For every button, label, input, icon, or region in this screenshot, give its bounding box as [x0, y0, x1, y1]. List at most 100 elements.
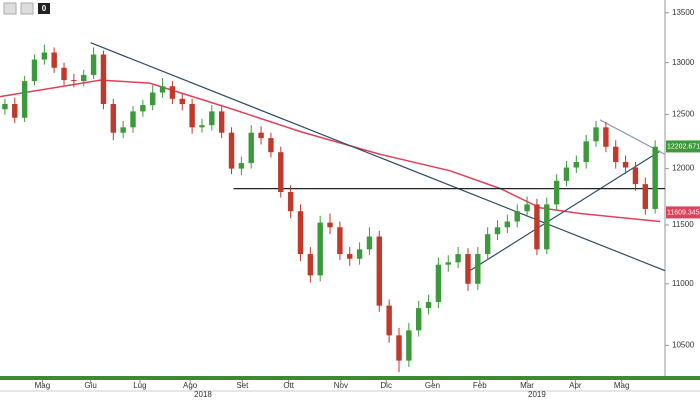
candle-body	[573, 162, 580, 168]
y-tick-label: 11500	[672, 220, 694, 229]
candle-body	[51, 52, 57, 68]
candle-body	[347, 254, 353, 259]
candle-body	[356, 249, 363, 259]
candle-body	[386, 305, 392, 336]
candle-body	[475, 254, 481, 284]
trendline	[469, 150, 661, 272]
candle-body	[415, 308, 422, 331]
candle-body	[366, 236, 373, 250]
candle-body	[209, 111, 215, 126]
badge-text: 0	[42, 4, 47, 13]
candle-body	[435, 264, 442, 302]
last-price-label-box	[666, 140, 700, 153]
candle-body	[337, 227, 343, 255]
x-tick-label: Mag	[35, 381, 51, 390]
x-tick-label: Gen	[425, 381, 440, 390]
y-tick-label: 13000	[672, 58, 695, 67]
candle-body	[445, 262, 451, 265]
candle-body	[228, 132, 235, 169]
candle-body	[652, 146, 658, 209]
candle-body	[613, 146, 619, 163]
candle-body	[484, 234, 491, 255]
x-tick-label: Ago	[183, 381, 198, 390]
candle-body	[159, 86, 166, 93]
candle-body	[218, 111, 225, 133]
ma-last-label-box	[666, 206, 700, 219]
candle-body	[534, 204, 540, 250]
x-tick-label: Nov	[334, 381, 348, 390]
candle-body	[563, 167, 570, 181]
x-tick-label: Mag	[614, 381, 630, 390]
x-axis-band	[0, 376, 700, 380]
candle-body	[406, 330, 412, 361]
x-tick-label: Feb	[473, 381, 487, 390]
candle-body	[189, 104, 195, 128]
year-label: 2018	[194, 390, 212, 399]
x-tick-label: Apr	[569, 381, 582, 390]
candle-body	[268, 138, 274, 153]
tool-icon[interactable]	[3, 2, 17, 15]
candle-body	[199, 125, 205, 128]
candle-body	[287, 191, 294, 212]
y-tick-label: 13500	[672, 8, 695, 17]
x-tick-label: Mar	[520, 381, 534, 390]
candle-body	[21, 81, 28, 118]
candle-body	[593, 127, 599, 142]
candle-body	[396, 335, 402, 361]
x-tick-label: Set	[236, 381, 249, 390]
candle-body	[258, 132, 264, 139]
y-tick-label: 10500	[672, 340, 695, 349]
candle-body	[12, 104, 18, 118]
candle-body	[327, 222, 333, 228]
candle-body	[465, 254, 471, 284]
candle-body	[110, 104, 117, 133]
candle-body	[278, 152, 284, 192]
candle-body	[140, 105, 146, 112]
candle-body	[642, 184, 649, 209]
tool-badge[interactable]	[38, 3, 50, 14]
x-tick-label: Lug	[133, 381, 146, 390]
candle-body	[524, 204, 530, 212]
candle-body	[317, 222, 323, 276]
candle-body	[248, 132, 254, 164]
candle-body	[553, 180, 560, 205]
candle-body	[455, 254, 461, 263]
candle-body	[100, 54, 107, 105]
candle-body	[71, 80, 77, 82]
ma-last-label: 11609.3453	[667, 209, 700, 216]
candle-body	[169, 86, 176, 99]
candle-body	[238, 163, 245, 169]
candle-body	[583, 141, 589, 163]
y-tick-label: 12500	[672, 110, 695, 119]
candle-body	[81, 74, 87, 82]
x-tick-label: Dic	[380, 381, 392, 390]
candle-body	[90, 54, 97, 75]
candle-body	[514, 211, 520, 222]
candle-body	[61, 67, 67, 81]
year-label: 2019	[528, 390, 546, 399]
candle-body	[2, 104, 8, 110]
candle-body	[41, 52, 48, 60]
tool-icon[interactable]	[20, 2, 34, 15]
candle-body	[307, 254, 314, 276]
x-tick-label: Giu	[84, 381, 96, 390]
last-price-label: 12202.6719	[667, 143, 700, 150]
trendline	[90, 42, 666, 272]
candle-body	[130, 111, 136, 128]
y-tick-label: 11000	[672, 279, 694, 288]
candle-body	[31, 59, 38, 82]
candle-body	[425, 301, 432, 309]
x-tick-label: Ott	[283, 381, 294, 390]
candle-body	[632, 167, 639, 185]
y-tick-label: 12000	[672, 164, 695, 173]
candle-body	[149, 92, 156, 106]
moving-average	[0, 79, 661, 223]
candle-body	[622, 162, 629, 168]
candle-body	[603, 127, 609, 147]
candle-body	[504, 221, 511, 228]
candle-body	[376, 236, 383, 306]
candle-body	[544, 204, 550, 250]
candle-body	[297, 211, 304, 255]
candle-body	[120, 127, 126, 133]
